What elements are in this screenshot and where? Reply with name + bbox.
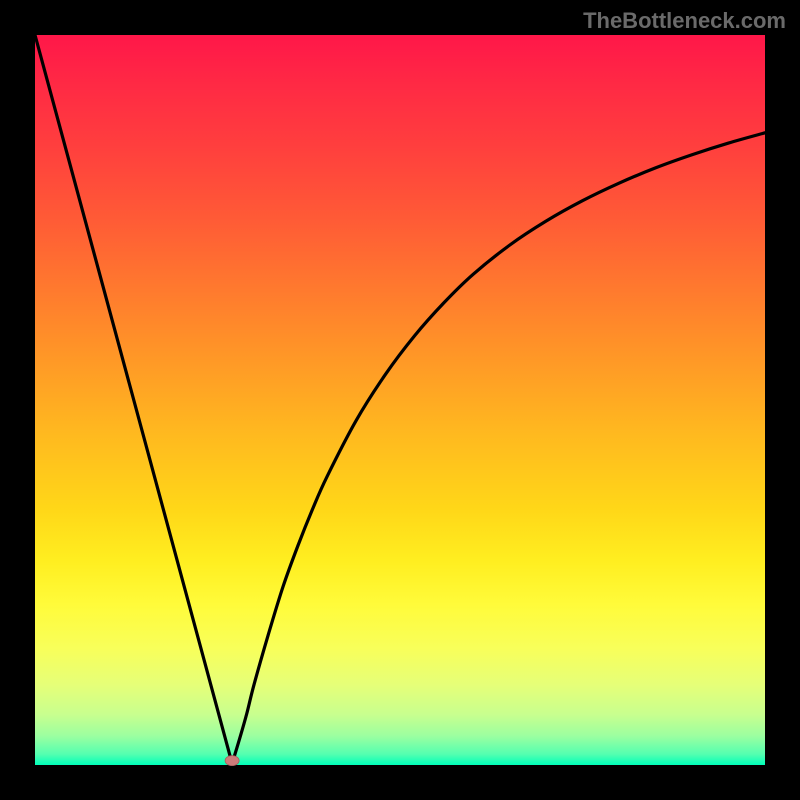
heat-gradient: [35, 35, 765, 765]
watermark-text: TheBottleneck.com: [583, 8, 786, 34]
minimum-marker: [225, 756, 239, 766]
bottleneck-chart: [0, 0, 800, 800]
chart-container: TheBottleneck.com: [0, 0, 800, 800]
